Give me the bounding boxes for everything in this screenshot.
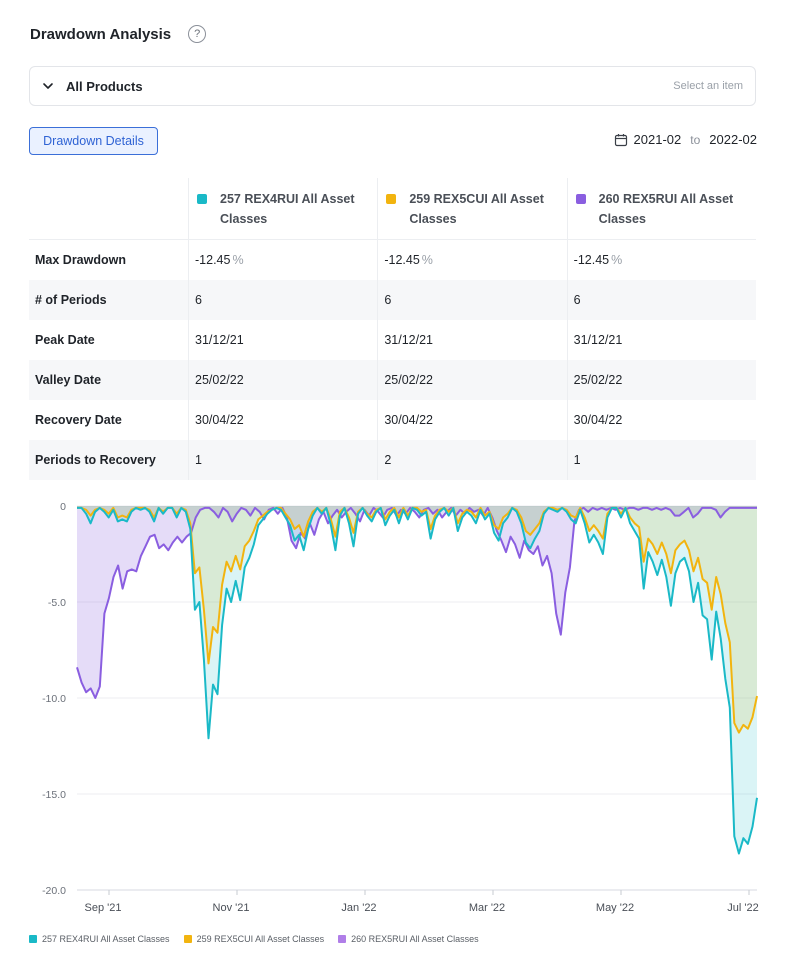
date-end[interactable]: 2022-02	[709, 132, 757, 147]
table-cell: -12.45%	[377, 239, 568, 280]
table-cell: 30/04/22	[187, 400, 378, 440]
x-tick-label: Jan '22	[341, 902, 376, 914]
x-tick-label: Mar '22	[469, 902, 505, 914]
table-cell: 31/12/21	[377, 320, 568, 360]
unit-label: %	[232, 253, 244, 267]
x-tick-label: May '22	[596, 902, 634, 914]
table-cell: 31/12/21	[187, 320, 378, 360]
row-label: Max Drawdown	[29, 239, 189, 280]
calendar-icon	[614, 133, 628, 147]
legend-item[interactable]: 260 REX5RUI All Asset Classes	[338, 934, 479, 944]
legend-item[interactable]: 257 REX4RUI All Asset Classes	[29, 934, 170, 944]
table-cell: 25/02/22	[187, 360, 378, 400]
legend-swatch	[183, 935, 192, 943]
unit-label: %	[421, 253, 433, 267]
table-cell: 1	[187, 440, 378, 480]
product-select-placeholder: Select an item	[673, 80, 743, 92]
x-tick-label: Sep '21	[85, 902, 122, 914]
row-label: Periods to Recovery	[29, 440, 189, 480]
table-header-row: 257 REX4RUI All Asset Classes 259 REX5CU…	[29, 178, 756, 240]
x-tick-label: Jul '22	[727, 902, 758, 914]
table-cell: 31/12/21	[566, 320, 756, 360]
column-header: 259 REX5CUI All Asset Classes	[377, 178, 568, 240]
page-header: Drawdown Analysis ?	[30, 22, 207, 46]
y-tick-label: -10.0	[42, 693, 66, 705]
y-tick-label: 0	[60, 501, 66, 513]
table-row: Peak Date 31/12/21 31/12/21 31/12/21	[29, 320, 756, 360]
row-label: Valley Date	[29, 360, 189, 400]
product-select[interactable]: All Products Select an item	[29, 66, 756, 106]
y-tick-label: -20.0	[42, 885, 66, 897]
table-row: Periods to Recovery 1 2 1	[29, 440, 756, 480]
row-label: # of Periods	[29, 280, 189, 320]
column-header: 260 REX5RUI All Asset Classes	[566, 178, 756, 240]
series-area	[77, 506, 757, 698]
date-start[interactable]: 2021-02	[633, 132, 682, 147]
table-cell: 25/02/22	[377, 360, 568, 400]
drawdown-table: 257 REX4RUI All Asset Classes 259 REX5CU…	[29, 178, 756, 480]
table-corner	[29, 178, 189, 240]
date-range[interactable]: 2021-02 to 2022-02	[614, 132, 757, 147]
table-row: Max Drawdown -12.45% -12.45% -12.45%	[29, 239, 756, 280]
y-tick-label: -15.0	[42, 789, 66, 801]
column-header-label: 260 REX5RUI All Asset Classes	[598, 191, 734, 226]
table-cell: 2	[377, 440, 568, 480]
legend-label: 257 REX4RUI All Asset Classes	[42, 934, 170, 944]
y-tick-label: -5.0	[48, 597, 66, 609]
table-cell: 6	[187, 280, 378, 320]
row-label: Recovery Date	[35, 413, 122, 427]
drawdown-details-button[interactable]: Drawdown Details	[29, 127, 158, 155]
chevron-down-icon	[42, 80, 54, 92]
legend-label: 259 REX5CUI All Asset Classes	[196, 934, 325, 944]
table-cell: -12.45%	[566, 239, 756, 280]
column-header-label: 257 REX4RUI All Asset Classes	[220, 191, 355, 226]
table-row: # of Periods 6 6 6	[29, 280, 756, 320]
legend-item[interactable]: 259 REX5CUI All Asset Classes	[183, 934, 325, 944]
table-cell: 6	[377, 280, 568, 320]
table-row: Valley Date 25/02/22 25/02/22 25/02/22	[29, 360, 756, 400]
table-cell: 30/04/22	[377, 400, 568, 440]
unit-label: %	[611, 253, 623, 267]
table-cell: -12.45%	[187, 239, 378, 280]
x-tick-label: Nov '21	[213, 902, 250, 914]
column-header: 257 REX4RUI All Asset Classes	[187, 178, 378, 240]
series-swatch	[386, 193, 397, 204]
chart-legend: 257 REX4RUI All Asset Classes 259 REX5CU…	[29, 934, 493, 944]
series-swatch	[197, 193, 207, 204]
series-line	[77, 506, 758, 855]
table-cell: 1	[566, 440, 756, 480]
date-separator: to	[690, 132, 701, 147]
table-cell: 30/04/22	[566, 400, 756, 440]
product-select-label: All Products	[66, 78, 143, 94]
page-title: Drawdown Analysis	[30, 25, 172, 43]
series-area	[77, 506, 757, 854]
table-cell: 6	[566, 280, 756, 320]
column-header-label: 259 REX5CUI All Asset Classes	[409, 191, 544, 226]
legend-swatch	[29, 935, 37, 943]
series-swatch	[575, 193, 586, 204]
row-label: Peak Date	[35, 333, 95, 347]
legend-label: 260 REX5RUI All Asset Classes	[351, 934, 479, 944]
drawdown-chart[interactable]: 0 -5.0 -10.0 -15.0 -20.0 Sep '21 Nov '21 Jan '2…	[0, 490, 787, 920]
legend-swatch	[338, 935, 347, 943]
table-cell: 25/02/22	[566, 360, 756, 400]
series-area	[77, 506, 757, 733]
series-line	[77, 506, 758, 734]
table-row: Recovery Date 30/04/22 30/04/22 30/04/22	[29, 400, 756, 440]
question-circle-icon[interactable]: ?	[188, 25, 207, 43]
